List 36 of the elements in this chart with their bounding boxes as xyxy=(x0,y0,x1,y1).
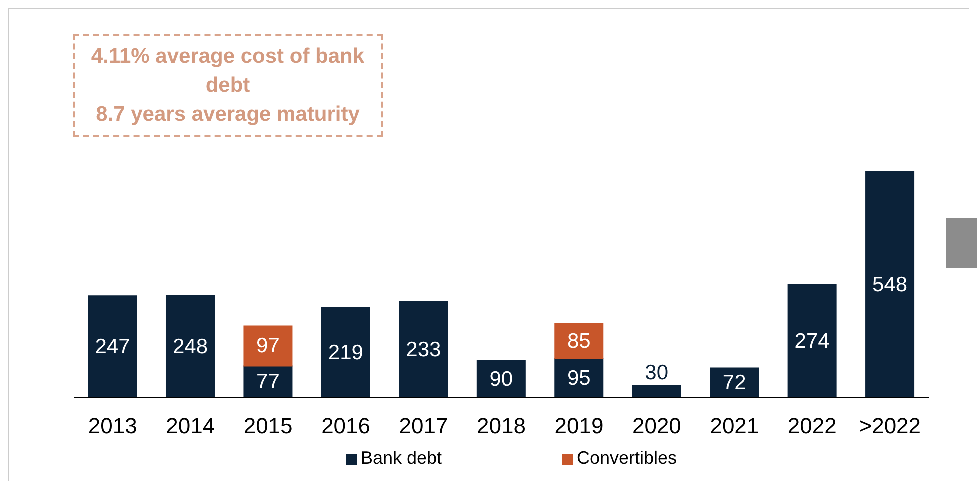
data-label: 30 xyxy=(645,362,669,385)
x-tick-label: 2019 xyxy=(554,414,604,439)
bar xyxy=(88,296,138,398)
bar xyxy=(399,301,448,398)
data-label: 97 xyxy=(256,334,280,358)
data-label: 219 xyxy=(328,341,364,364)
bar xyxy=(788,284,837,398)
bar xyxy=(244,326,293,367)
data-label: 247 xyxy=(95,336,130,359)
data-label: 85 xyxy=(567,330,591,353)
legend-label: Bank debt xyxy=(360,448,442,468)
text: 4.11% average cost of bank debt 8.7 years average maturity xyxy=(73,34,383,137)
data-label: 274 xyxy=(794,330,830,353)
x-tick-label: 2020 xyxy=(632,414,682,439)
data-label: 548 xyxy=(872,274,908,296)
x-tick-label: 2017 xyxy=(399,414,448,439)
x-tick-label: 2021 xyxy=(710,414,760,439)
bar xyxy=(166,295,215,398)
x-tick-label: 2014 xyxy=(166,414,216,439)
data-label: 72 xyxy=(722,372,746,395)
x-tick-label: 2015 xyxy=(244,414,293,439)
bar xyxy=(632,385,682,398)
x-tick-label: 2013 xyxy=(88,414,138,439)
bar xyxy=(321,307,370,398)
data-label: 248 xyxy=(172,335,208,358)
x-tick-label: 2022 xyxy=(788,414,837,439)
data-label: 77 xyxy=(256,370,280,394)
bar xyxy=(554,323,604,360)
bar xyxy=(866,172,915,398)
data-label: 233 xyxy=(406,338,442,362)
x-tick-label: 2016 xyxy=(322,414,371,439)
data-label: 90 xyxy=(490,368,514,391)
x-tick-label: >2022 xyxy=(859,414,922,439)
legend-label: Convertibles xyxy=(577,448,678,468)
x-tick-label: 2018 xyxy=(477,414,526,439)
data-label: 95 xyxy=(567,366,591,390)
